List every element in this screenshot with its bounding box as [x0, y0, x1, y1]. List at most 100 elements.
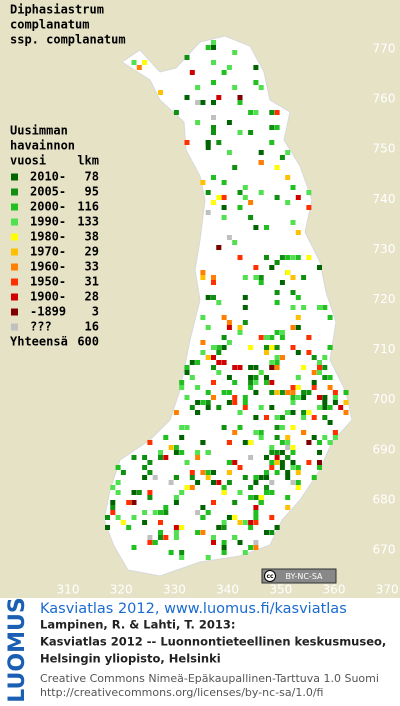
grid-square [248, 525, 254, 530]
legend-year: 1970- [30, 245, 66, 259]
grid-square [301, 275, 307, 280]
grid-square [311, 385, 317, 390]
grid-square [269, 480, 275, 485]
grid-square [126, 525, 132, 530]
grid-square [258, 150, 264, 155]
grid-square [279, 440, 285, 445]
grid-square [285, 505, 291, 510]
grid-square [295, 315, 301, 320]
grid-square [168, 550, 174, 555]
legend-year: 2000- [30, 200, 66, 214]
grid-square [317, 465, 322, 470]
grid-square [105, 515, 110, 520]
grid-square [205, 295, 211, 300]
grid-square [306, 335, 312, 340]
badge-box [261, 568, 337, 584]
grid-square [232, 430, 238, 435]
title-line: ssp. complanatum [10, 33, 126, 47]
legend-count: 28 [85, 290, 99, 304]
grid-square [173, 445, 179, 450]
grid-square [211, 60, 216, 65]
grid-square [274, 355, 280, 360]
grid-square [311, 435, 317, 440]
link: Kasviatlas 2012, www.luomus.fi/kasviatla… [40, 601, 347, 617]
grid-square [317, 360, 322, 365]
legend-count: 33 [85, 260, 99, 274]
grid-square [327, 405, 333, 410]
citation: Kasviatlas 2012 -- Luonnontieteellinen k… [40, 635, 386, 649]
grid-square [264, 375, 269, 380]
legend-year: -1899 [30, 305, 66, 319]
grid-square [269, 335, 275, 340]
grid-square [226, 390, 232, 395]
grid-square [237, 190, 243, 195]
grid-square [301, 430, 307, 435]
grid-square [211, 115, 216, 120]
grid-square [306, 255, 312, 260]
grid-square [184, 140, 190, 145]
grid-square [274, 460, 280, 465]
legend-swatch [11, 278, 18, 286]
grid-square [237, 330, 243, 335]
grid-square [317, 460, 322, 465]
grid-square [131, 500, 137, 505]
grid-square [205, 45, 211, 50]
grid-square [189, 470, 195, 475]
grid-square [269, 450, 275, 455]
grid-square [248, 520, 254, 525]
grid-square [221, 425, 227, 430]
grid-square [253, 515, 259, 520]
legend-column: vuosi [10, 154, 46, 168]
grid-square [253, 540, 259, 545]
grid-square [195, 360, 201, 365]
grid-square [279, 450, 285, 455]
grid-square [317, 440, 322, 445]
grid-square [173, 110, 179, 115]
grid-square [184, 485, 190, 490]
grid-square [200, 400, 206, 405]
grid-square [248, 365, 254, 370]
grid-square [211, 100, 216, 105]
grid-square [264, 490, 269, 495]
grid-square [301, 410, 307, 415]
grid-square [264, 470, 269, 475]
grid-square [200, 530, 206, 535]
grid-square [290, 325, 296, 330]
grid-square [295, 470, 301, 475]
grid-square [258, 370, 264, 375]
grid-square [205, 145, 211, 150]
grid-square [279, 155, 285, 160]
grid-square [264, 380, 269, 385]
grid-square [253, 430, 259, 435]
grid-square [311, 475, 317, 480]
grid-square [195, 530, 201, 535]
grid-square [279, 390, 285, 395]
grid-square [115, 480, 121, 485]
grid-square [258, 160, 264, 165]
grid-square [327, 440, 333, 445]
grid-square [327, 420, 333, 425]
grid-square [147, 470, 153, 475]
grid-square [205, 450, 211, 455]
grid-square [158, 90, 163, 95]
badge-icon [264, 570, 276, 582]
grid-square [317, 265, 322, 270]
grid-square [232, 535, 238, 540]
legend-year: 1990- [30, 215, 66, 229]
legend-swatch [11, 173, 18, 181]
grid-square [205, 140, 211, 145]
grid-square [173, 410, 179, 415]
grid-square [200, 440, 206, 445]
grid-square [200, 340, 206, 345]
grid-square [290, 400, 296, 405]
grid-square [184, 55, 190, 60]
grid-square [248, 545, 254, 550]
grid-square [226, 400, 232, 405]
grid-square [232, 395, 238, 400]
grid-square [311, 380, 317, 385]
grid-square [290, 290, 296, 295]
grid-square [221, 520, 227, 525]
grid-square [179, 525, 185, 530]
grid-square [126, 500, 132, 505]
grid-square [147, 460, 153, 465]
